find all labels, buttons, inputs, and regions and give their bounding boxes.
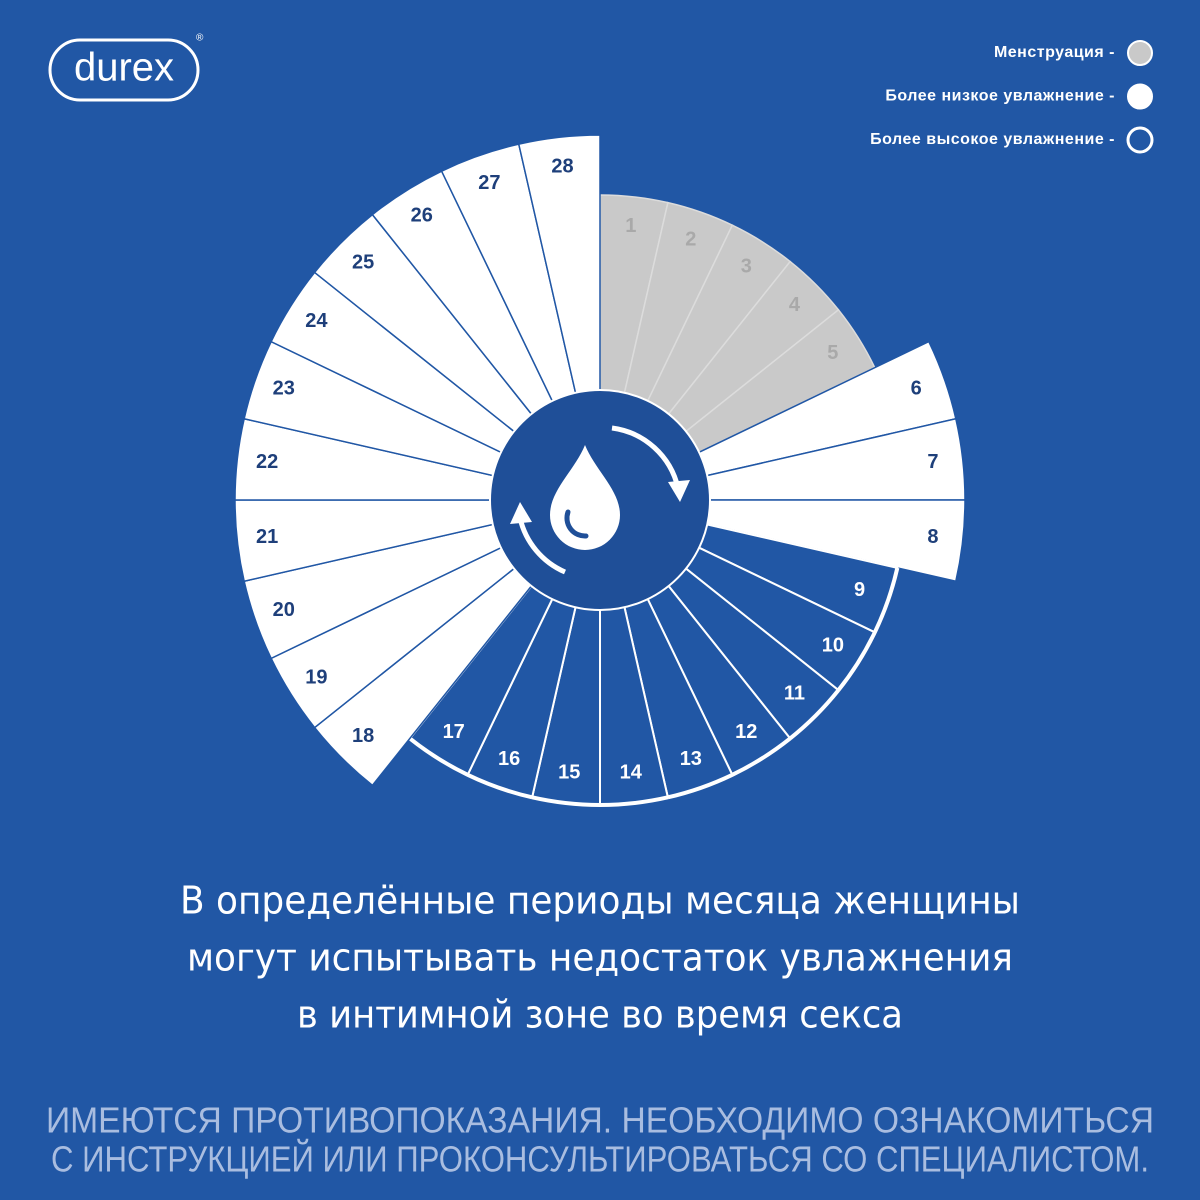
segment-rim — [788, 688, 841, 741]
arrow-head — [510, 502, 532, 524]
arrow-bottom — [517, 517, 567, 575]
logo-frame — [48, 38, 200, 102]
segment-rim — [408, 736, 469, 777]
segment-rim — [599, 795, 669, 807]
headline-line: В определённые периоды месяца женщины — [180, 879, 1020, 923]
day-label: 27 — [478, 172, 500, 194]
headline-line: в интимной зоне во время секса — [297, 993, 903, 1037]
day-label: 12 — [735, 721, 757, 743]
day-label: 3 — [741, 255, 752, 277]
day-label: 11 — [784, 683, 805, 705]
legend-label: Более высокое увлажнение - — [870, 131, 1115, 148]
day-label: 16 — [498, 748, 520, 770]
day-label: 8 — [927, 526, 938, 548]
day-label: 21 — [256, 526, 278, 548]
day-label: 18 — [352, 725, 374, 747]
day-label: 22 — [256, 451, 278, 473]
segment-rim — [731, 736, 792, 777]
day-label: 19 — [305, 667, 327, 689]
drop-highlight — [564, 509, 589, 539]
day-label: 28 — [551, 155, 573, 177]
day-label: 6 — [911, 378, 922, 400]
legend-label: Более низкое увлажнение - — [885, 88, 1115, 105]
legend: Менструация - Более низкое увлажнение - Бо… — [870, 40, 1154, 154]
legend-swatch — [1127, 83, 1153, 110]
legend-swatch — [1127, 40, 1153, 66]
day-label: 15 — [558, 762, 580, 784]
day-label: 23 — [273, 378, 295, 400]
day-label: 20 — [273, 599, 295, 621]
logo-mark: ® — [196, 33, 204, 44]
logo-text: durex — [74, 46, 174, 90]
arrow-head — [668, 480, 690, 502]
day-label: 14 — [620, 762, 643, 784]
day-label: 1 — [625, 215, 636, 237]
day-label: 9 — [854, 579, 865, 601]
legend-label: Менструация - — [994, 44, 1115, 61]
disclaimer-line: С ИНСТРУКЦИЕЙ ИЛИ ПРОКОНСУЛЬТИРОВАТЬСЯ С… — [51, 1138, 1149, 1180]
day-label: 7 — [927, 451, 938, 473]
day-label: 2 — [685, 229, 696, 251]
segment-rim — [531, 795, 601, 807]
disclaimer-line: ИМЕЮТСЯ ПРОТИВОПОКАЗАНИЯ. НЕОБХОДИМО ОЗН… — [46, 1100, 1154, 1141]
logo: durex ® — [48, 33, 204, 102]
day-label: 17 — [443, 721, 465, 743]
day-label: 24 — [305, 310, 328, 332]
day-label: 4 — [789, 294, 801, 316]
arrow-top — [611, 425, 681, 489]
headline-line: могут испытывать недостаток увлажнения — [187, 936, 1013, 980]
day-label: 13 — [680, 748, 702, 770]
day-label: 5 — [827, 342, 838, 364]
day-label: 10 — [822, 635, 844, 657]
legend-swatch — [1126, 126, 1154, 154]
center-icon — [489, 389, 711, 611]
segment-rim — [667, 772, 734, 800]
segment-rim — [872, 567, 900, 634]
day-label: 26 — [411, 205, 433, 227]
segment-rim — [466, 772, 533, 800]
day-label: 25 — [352, 251, 374, 273]
segment-rim — [836, 631, 877, 692]
